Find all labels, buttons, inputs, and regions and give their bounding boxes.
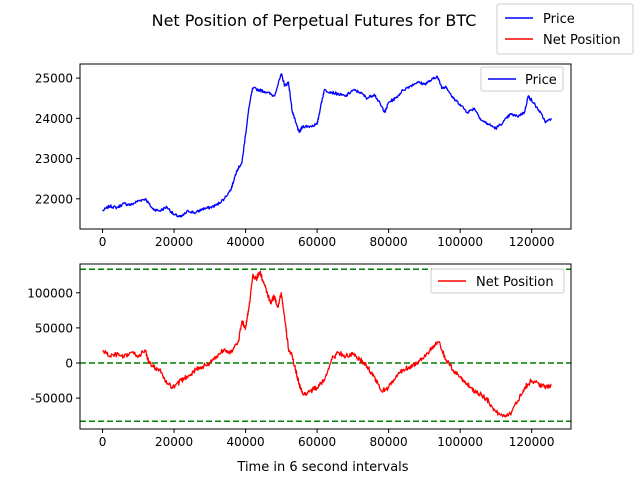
price-x-tick-label: 60000 (298, 235, 336, 249)
net-position-series-layer (102, 270, 552, 418)
figure-legend-frame (496, 3, 634, 55)
net-position-legend-label: Net Position (476, 275, 554, 290)
price-x-axis: 0 20000 40000 60000 80000 100000 120000 (99, 229, 555, 249)
price-series-line (102, 73, 552, 218)
net-position-series-line (102, 270, 552, 418)
price-x-tick-label: 80000 (370, 235, 408, 249)
net-position-y-axis: -50000 0 50000 100000 (27, 286, 80, 406)
price-legend-frame (480, 66, 564, 92)
price-chart-panel: 0 20000 40000 60000 80000 100000 120000 220002… (35, 63, 572, 249)
price-y-tick-label: 23000 (35, 152, 73, 166)
net-position-legend: Net Position (430, 268, 565, 294)
figure-title: Net Position of Perpetual Futures for BT… (152, 11, 477, 30)
net-position-legend-frame (430, 268, 565, 294)
net-position-plot-frame (79, 263, 572, 430)
price-x-tick-label: 20000 (155, 235, 193, 249)
figure-legend-price-label: Price (543, 12, 575, 27)
price-legend-label: Price (525, 73, 557, 88)
price-x-tick-label: 100000 (437, 235, 483, 249)
figure-legend: Price Net Position (496, 3, 634, 55)
net-position-x-tick-label: 80000 (370, 435, 408, 449)
net-position-y-tick-label: -50000 (30, 392, 73, 406)
price-x-tick-label: 40000 (226, 235, 264, 249)
net-position-x-axis: 0 20000 40000 60000 80000 100000 120000 (99, 429, 555, 449)
net-position-y-tick-label: 100000 (27, 286, 73, 300)
price-x-tick-label: 0 (99, 235, 107, 249)
price-plot-frame (79, 63, 572, 230)
price-y-tick-label: 25000 (35, 72, 73, 86)
price-x-tick-label: 120000 (509, 235, 555, 249)
net-position-chart-panel: 0 20000 40000 60000 80000 100000 120000 -50000… (27, 263, 572, 475)
price-y-tick-label: 24000 (35, 112, 73, 126)
net-position-x-tick-label: 60000 (298, 435, 336, 449)
net-position-y-tick-label: 50000 (35, 321, 73, 335)
x-axis-label: Time in 6 second intervals (236, 460, 408, 475)
price-y-tick-label: 22000 (35, 192, 73, 206)
net-position-x-tick-label: 0 (99, 435, 107, 449)
price-legend: Price (480, 66, 564, 92)
net-position-x-tick-label: 20000 (155, 435, 193, 449)
price-y-axis: 22000 23000 24000 25000 (35, 72, 80, 206)
net-position-x-tick-label: 120000 (509, 435, 555, 449)
net-position-x-tick-label: 100000 (437, 435, 483, 449)
figure-legend-net-position-label: Net Position (543, 33, 621, 48)
net-position-y-tick-label: 0 (65, 357, 73, 371)
price-series-layer (102, 73, 552, 218)
net-position-x-tick-label: 40000 (226, 435, 264, 449)
